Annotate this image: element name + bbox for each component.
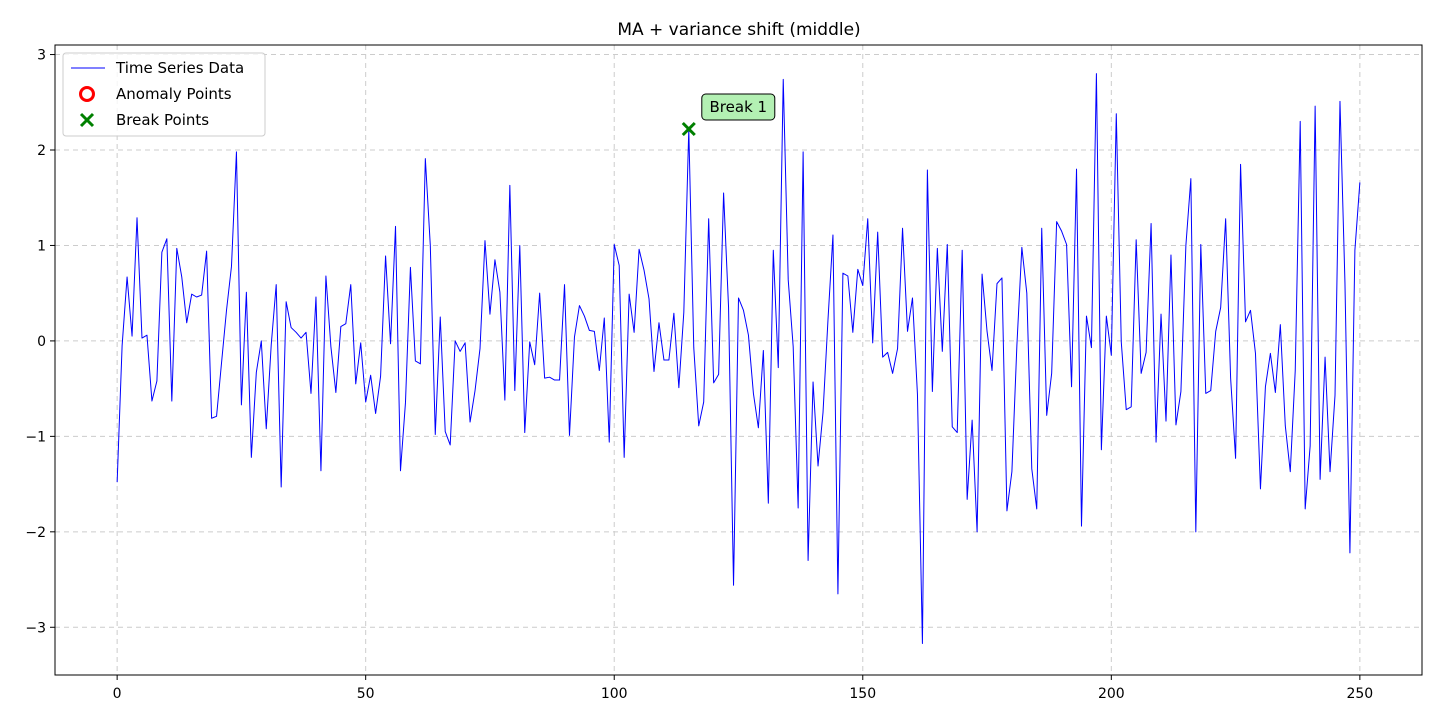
- series-layer: [116, 73, 1361, 644]
- y-tick-label: −2: [25, 525, 46, 541]
- x-tick-label: 250: [1346, 686, 1373, 702]
- x-tick-label: 200: [1098, 686, 1125, 702]
- legend-item: Anomaly Points: [79, 85, 232, 103]
- legend: Time Series Data Anomaly Points Break Poin…: [62, 52, 266, 137]
- legend-label: Break Points: [116, 111, 209, 129]
- legend-box: [62, 52, 266, 137]
- y-tick-label: 1: [37, 238, 46, 254]
- axes-layer: 0 50 100 150 200 250 −3 −2 −1 0 1 2 3: [25, 44, 1423, 702]
- plot-frame: [54, 44, 1423, 676]
- legend-label: Time Series Data: [115, 59, 244, 77]
- x-tick-label: 0: [113, 686, 122, 702]
- break-point-marker: [681, 121, 696, 137]
- y-tick-label: 2: [37, 143, 46, 159]
- y-tick-label: −3: [25, 620, 46, 636]
- legend-label: Anomaly Points: [116, 85, 232, 103]
- x-tick-label: 100: [601, 686, 628, 702]
- chart-title: MA + variance shift (middle): [617, 20, 860, 40]
- break-label-box: [701, 93, 776, 121]
- legend-item: Time Series Data: [71, 59, 244, 77]
- break-x-stroke: [681, 121, 696, 137]
- break-layer: Break 1: [681, 93, 776, 137]
- series-line: [116, 73, 1361, 644]
- y-tick-label: 3: [37, 48, 46, 64]
- x-tick-label: 50: [357, 686, 375, 702]
- x-tick-label: 150: [849, 686, 876, 702]
- legend-item: Break Points: [79, 111, 209, 129]
- grid-layer: [55, 45, 1422, 675]
- legend-x-swatch: [79, 112, 95, 128]
- y-tick-label: −1: [25, 429, 46, 445]
- break-label: Break 1: [710, 98, 768, 116]
- y-tick-label: 0: [37, 334, 46, 350]
- legend-circle-swatch: [79, 86, 95, 102]
